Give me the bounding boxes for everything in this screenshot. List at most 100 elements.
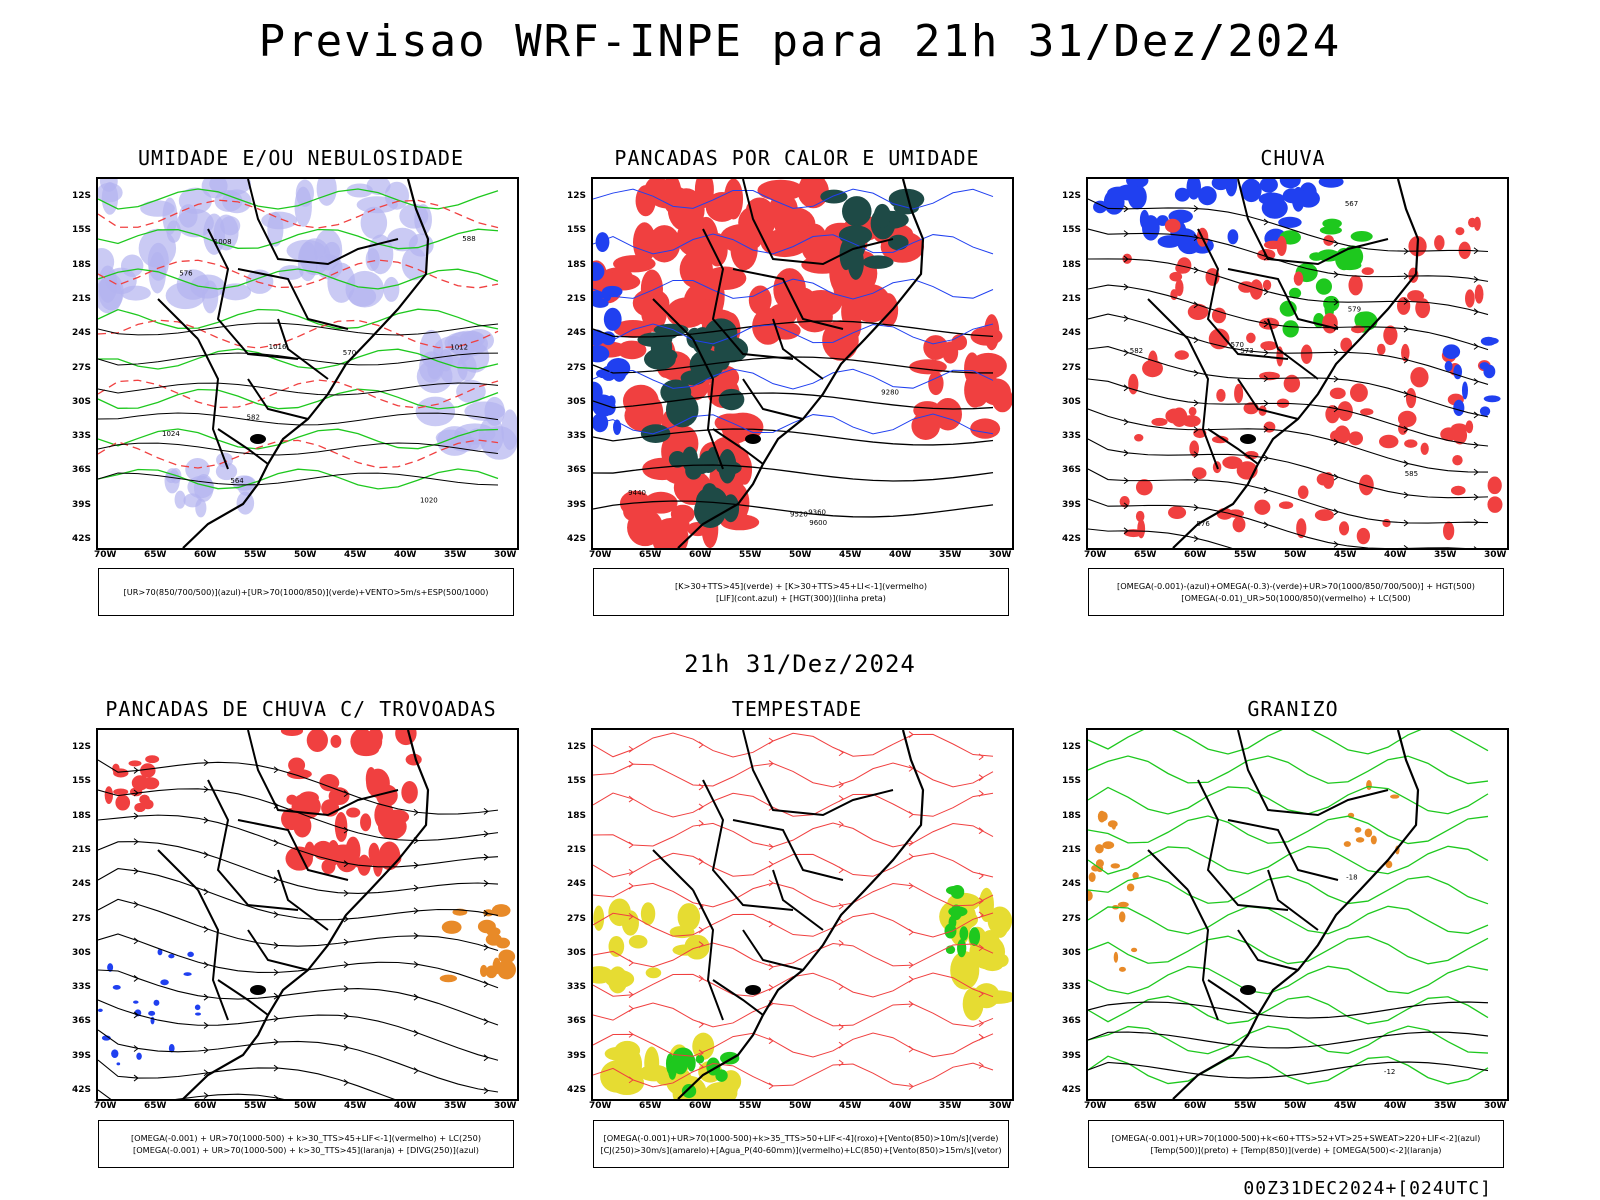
lon-tick-label: 45W bbox=[1334, 550, 1357, 560]
lon-tick-label: 45W bbox=[839, 1101, 862, 1111]
legend-line: [UR>70(850/700/500)](azul)+[UR>70(1000/8… bbox=[123, 587, 489, 597]
lon-tick-label: 50W bbox=[294, 550, 317, 560]
lon-tick-label: 30W bbox=[1484, 550, 1507, 560]
panel-title-tempestade: TEMPESTADE bbox=[731, 697, 863, 721]
lat-tick-label: 30S bbox=[567, 396, 587, 407]
contour-label: 588 bbox=[462, 235, 475, 243]
lat-tick-label: 15S bbox=[72, 225, 92, 236]
legend-line: [CJ(250)>30m/s](amarelo)+[Agua_P(40-60mm… bbox=[600, 1145, 1002, 1155]
lat-tick-label: 18S bbox=[72, 810, 92, 821]
lon-tick-label: 65W bbox=[144, 550, 167, 560]
map-granizo[interactable]: -18 -12 bbox=[1086, 728, 1509, 1101]
lon-tick-label: 60W bbox=[194, 550, 217, 560]
lat-tick-label: 39S bbox=[1062, 1050, 1082, 1061]
lat-tick-label: 12S bbox=[567, 191, 587, 201]
lon-tick-label: 70W bbox=[94, 550, 117, 560]
legend-line: [OMEGA(-0.001)-(azul)+OMEGA(-0.3)-(verde… bbox=[1117, 581, 1475, 591]
lon-tick-label: 45W bbox=[839, 550, 862, 560]
contour-label: 1024 bbox=[162, 430, 180, 438]
contour-label: 9280 bbox=[881, 389, 899, 397]
lat-tick-label: 15S bbox=[567, 776, 587, 787]
lon-tick-label: 60W bbox=[1184, 1101, 1207, 1111]
lon-tick-label: 70W bbox=[589, 550, 612, 560]
contour-label: 585 bbox=[1405, 470, 1418, 478]
legend-line: [OMEGA(-0.01)_UR>50(1000/850)(vermelho) … bbox=[1181, 593, 1411, 603]
panel-title-chuva: CHUVA bbox=[1260, 146, 1326, 170]
lat-tick-label: 42S bbox=[72, 534, 92, 544]
legend-line: [K>30+TTS>45](verde) + [K>30+TTS>45+LI<-… bbox=[674, 581, 928, 591]
lat-tick-label: 33S bbox=[567, 982, 587, 993]
lat-tick-label: 33S bbox=[567, 431, 587, 442]
lat-tick-label: 18S bbox=[1062, 810, 1082, 821]
lat-tick-label: 15S bbox=[1062, 776, 1082, 787]
lat-tick-label: 15S bbox=[567, 225, 587, 236]
contour-label: 1020 bbox=[420, 497, 438, 505]
lon-tick-label: 70W bbox=[94, 1101, 117, 1111]
lon-tick-label: 35W bbox=[1434, 550, 1457, 560]
lat-tick-label: 24S bbox=[1062, 879, 1082, 890]
lat-tick-label: 36S bbox=[72, 465, 92, 476]
map-pancadas-calor[interactable]: 9600 9520 9440 9360 9280 bbox=[591, 177, 1014, 550]
legend-line: [Temp(500)](preto) + [Temp(850)](verde) … bbox=[1150, 1145, 1442, 1155]
lat-tick-label: 42S bbox=[567, 534, 587, 544]
lat-tick-label: 39S bbox=[567, 1050, 587, 1061]
legend-umidade: [UR>70(850/700/500)](azul)+[UR>70(1000/8… bbox=[98, 568, 514, 616]
panel-title-umidade: UMIDADE E/OU NEBULOSIDADE bbox=[137, 146, 465, 170]
lon-tick-label: 55W bbox=[739, 550, 762, 560]
legend-line: [OMEGA(-0.001)+UR>70(1000-500)+k>35_TTS>… bbox=[603, 1133, 999, 1143]
map-trovoadas[interactable] bbox=[96, 728, 519, 1101]
lat-tick-label: 42S bbox=[1062, 1085, 1082, 1095]
lon-tick-label: 30W bbox=[989, 1101, 1012, 1111]
lon-tick-label: 40W bbox=[889, 550, 912, 560]
lon-tick-label: 55W bbox=[244, 550, 267, 560]
lon-tick-label: 70W bbox=[1084, 1101, 1107, 1111]
lon-tick-label: 45W bbox=[344, 1101, 367, 1111]
legend-line: [OMEGA(-0.001)+UR>70(1000-500)+k<60+TTS>… bbox=[1111, 1133, 1481, 1143]
lon-tick-label: 50W bbox=[789, 1101, 812, 1111]
lon-tick-label: 50W bbox=[789, 550, 812, 560]
legend-pancadas-calor: [K>30+TTS>45](verde) + [K>30+TTS>45+LI<-… bbox=[593, 568, 1009, 616]
lon-tick-label: 55W bbox=[244, 1101, 267, 1111]
lat-tick-label: 36S bbox=[72, 1016, 92, 1027]
lon-tick-label: 55W bbox=[1234, 1101, 1257, 1111]
lat-tick-label: 15S bbox=[1062, 225, 1082, 236]
lon-tick-label: 40W bbox=[889, 1101, 912, 1111]
lat-tick-label: 24S bbox=[72, 879, 92, 890]
panel-title-pancadas-calor: PANCADAS POR CALOR E UMIDADE bbox=[614, 146, 980, 170]
lat-tick-label: 18S bbox=[567, 810, 587, 821]
lat-tick-label: 24S bbox=[1062, 328, 1082, 339]
lat-tick-label: 33S bbox=[1062, 431, 1082, 442]
map-field-layer bbox=[593, 730, 1012, 1099]
lat-tick-label: 42S bbox=[1062, 534, 1082, 544]
map-umidade[interactable]: 1008 1012 1016 1020 1024 576 570 564 582 588 bbox=[96, 177, 519, 550]
lon-tick-label: 50W bbox=[294, 1101, 317, 1111]
lat-tick-label: 39S bbox=[567, 499, 587, 510]
lon-tick-label: 65W bbox=[144, 1101, 167, 1111]
contour-label: 579 bbox=[1348, 305, 1361, 313]
lat-tick-label: 12S bbox=[72, 742, 92, 752]
lat-tick-label: 36S bbox=[1062, 465, 1082, 476]
lat-tick-label: 21S bbox=[72, 293, 92, 304]
lat-tick-label: 12S bbox=[567, 742, 587, 752]
lat-tick-label: 42S bbox=[72, 1085, 92, 1095]
legend-line: [OMEGA(-0.001) + UR>70(1000-500) + k>30_… bbox=[133, 1145, 479, 1155]
lon-tick-label: 60W bbox=[689, 550, 712, 560]
lon-tick-label: 35W bbox=[444, 550, 467, 560]
contour-label: 564 bbox=[230, 477, 244, 485]
contour-label: 567 bbox=[1345, 200, 1358, 208]
lat-tick-label: 36S bbox=[1062, 1016, 1082, 1027]
map-field-layer: 1008 1012 1016 1020 1024 576 570 564 582 588 bbox=[98, 179, 517, 548]
map-tempestade[interactable] bbox=[591, 728, 1014, 1101]
lat-tick-label: 27S bbox=[567, 362, 587, 373]
lat-tick-label: 39S bbox=[72, 499, 92, 510]
lat-tick-label: 42S bbox=[567, 1085, 587, 1095]
lat-tick-label: 21S bbox=[567, 293, 587, 304]
main-title: Previsao WRF-INPE para 21h 31/Dez/2024 bbox=[258, 16, 1342, 67]
contour-label: 570 bbox=[343, 349, 356, 357]
lon-tick-label: 65W bbox=[639, 550, 662, 560]
map-chuva[interactable]: 585 582 579 576 573 570 567 bbox=[1086, 177, 1509, 550]
map-field-layer bbox=[98, 730, 516, 1099]
lon-tick-label: 35W bbox=[939, 550, 962, 560]
